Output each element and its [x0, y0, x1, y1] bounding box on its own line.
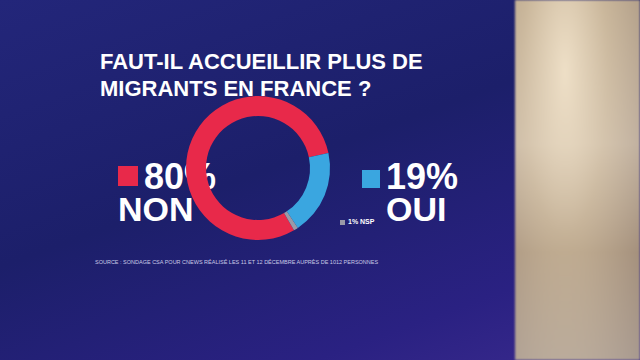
svg-text:1% NSP: 1% NSP: [348, 218, 375, 225]
svg-text:MIGRANTS EN FRANCE ?: MIGRANTS EN FRANCE ?: [100, 76, 371, 101]
svg-text:OUI: OUI: [386, 190, 446, 228]
svg-text:SOURCE : SONDAGE CSA POUR CNEW: SOURCE : SONDAGE CSA POUR CNEWS RÉALISÉ …: [95, 259, 378, 265]
svg-text:19%: 19%: [386, 155, 459, 197]
svg-text:FAUT-IL ACCUEILLIR PLUS DE: FAUT-IL ACCUEILLIR PLUS DE: [100, 49, 429, 74]
svg-text:NON: NON: [118, 190, 194, 228]
